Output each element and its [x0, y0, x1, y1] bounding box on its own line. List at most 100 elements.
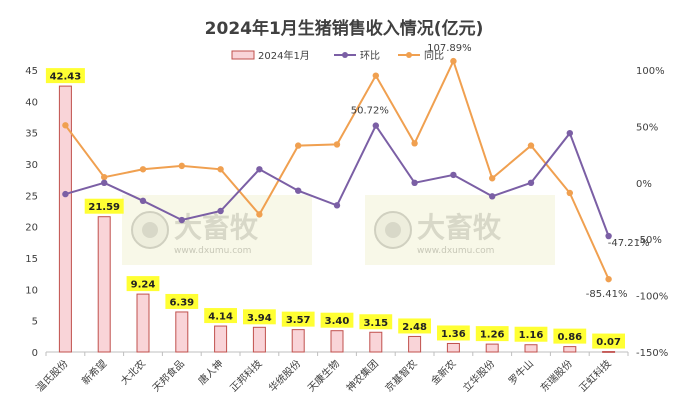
- point-mom: [295, 187, 302, 194]
- x-category-label: 立华股份: [460, 357, 497, 394]
- x-category-label: 金新农: [428, 357, 458, 387]
- bar-label-group: 1.36: [437, 325, 470, 341]
- bar-label: 4.14: [208, 312, 233, 323]
- bar: [485, 343, 499, 353]
- point-yoy: [217, 166, 224, 173]
- bar: [252, 326, 266, 353]
- series-lines: [62, 57, 612, 283]
- y-left-tick-label: 25: [25, 191, 38, 202]
- bar-label-group: 6.39: [165, 293, 199, 309]
- point-yoy: [489, 175, 496, 182]
- bar-label: 0.86: [557, 332, 582, 343]
- y-left-tick-label: 0: [32, 348, 38, 359]
- bar-label-bg: [45, 68, 85, 84]
- bar-label-bg: [320, 312, 354, 328]
- point-yoy: [62, 122, 69, 129]
- y-right-tick-label: 100%: [636, 66, 665, 77]
- data-labels: 42.43 21.59 9.24 6.39 4.14 3.94 3.57 3.40 3.15 2.…: [45, 43, 649, 349]
- y-right-tick-label: -100%: [636, 292, 668, 303]
- bar: [446, 342, 460, 353]
- point-mom: [256, 166, 263, 173]
- point-yoy: [527, 142, 535, 149]
- bar-label: 0.07: [596, 337, 621, 348]
- point-mom: [101, 179, 108, 186]
- point-yoy: [605, 275, 612, 283]
- legend-label-yoy: 同比: [424, 50, 444, 62]
- x-category-label: 正邦科技: [227, 357, 264, 394]
- bar: [58, 85, 72, 353]
- bar-label-group: 2.48: [398, 318, 431, 334]
- watermark-2: 大畜牧 www.dxumu.com: [365, 195, 555, 265]
- x-category-label: 天邦食品: [149, 357, 186, 394]
- bar: [136, 293, 150, 353]
- bar-label-bg: [84, 198, 124, 214]
- point-yoy: [566, 189, 573, 197]
- watermark-brand: 大畜牧: [417, 211, 502, 244]
- bar-label-group: 3.40: [320, 312, 354, 328]
- legend-marker-yoy: [406, 52, 412, 58]
- bar-label-bg: [126, 276, 160, 292]
- bar-label-bg: [243, 309, 276, 325]
- chart-title: 2024年1月生猪销售收入情况(亿元): [205, 18, 484, 39]
- bar-label-group: 0.86: [553, 328, 587, 344]
- bar-label: 42.43: [50, 72, 82, 83]
- point-yoy: [333, 141, 341, 148]
- bar: [408, 335, 422, 353]
- axes: 0 5 10 15 20 25 30 35 40 45 -150% -100% -50% 0% 50% 100…: [25, 66, 668, 394]
- point-mom: [566, 129, 573, 137]
- point-mom: [411, 179, 418, 186]
- bar-label-bg: [553, 328, 587, 344]
- point-mom: [62, 190, 69, 198]
- x-category-label: 新希望: [79, 357, 109, 387]
- y-left-tick-label: 15: [25, 254, 38, 265]
- x-category-label: 京基智农: [382, 357, 419, 394]
- x-category-label: 天康生物: [305, 357, 342, 394]
- y-left-tick-label: 20: [25, 223, 38, 234]
- x-category-label: 神农集团: [343, 357, 380, 394]
- bar-label-group: 21.59: [84, 198, 124, 214]
- point-mom: [217, 207, 224, 215]
- line-data-label: 50.72%: [351, 106, 389, 117]
- bar-label: 3.94: [247, 313, 272, 324]
- point-mom: [489, 193, 496, 200]
- line-data-label: 107.89%: [427, 43, 472, 54]
- watermark-brand: 大畜牧: [174, 211, 259, 244]
- bars: [58, 85, 616, 353]
- watermark-1: 大畜牧 www.dxumu.com: [122, 195, 312, 265]
- point-mom: [605, 232, 612, 240]
- point-mom: [139, 197, 147, 205]
- point-yoy: [101, 173, 108, 181]
- y-left-tick-label: 40: [25, 97, 38, 108]
- bar-label-bg: [165, 293, 199, 309]
- bar-label: 3.15: [363, 318, 388, 329]
- point-yoy: [450, 57, 457, 65]
- y-left-tick-label: 10: [25, 285, 38, 296]
- bar-label: 1.26: [480, 330, 505, 341]
- legend-label-mom: 环比: [360, 50, 380, 62]
- bar: [563, 346, 577, 353]
- bar: [291, 329, 305, 353]
- x-category-label: 东瑞股份: [537, 357, 574, 394]
- bar: [602, 351, 616, 353]
- bar-label-bg: [592, 333, 625, 349]
- bar-label: 3.40: [325, 316, 350, 327]
- bar-label-bg: [204, 308, 237, 324]
- y-left-tick-label: 30: [25, 160, 38, 171]
- bar-label-group: 4.14: [204, 308, 237, 324]
- point-yoy: [178, 162, 185, 170]
- bar-label: 9.24: [131, 280, 156, 291]
- legend: 2024年1月 环比 同比: [231, 49, 444, 62]
- bar-label-group: 3.15: [359, 314, 393, 330]
- point-mom: [527, 179, 535, 186]
- x-category-label: 温氏股份: [34, 358, 71, 395]
- y-left-tick-label: 5: [32, 317, 38, 328]
- bar-label: 1.36: [441, 329, 466, 340]
- watermark-url: www.dxumu.com: [174, 246, 251, 256]
- bar: [214, 325, 228, 353]
- bar-label-group: 1.16: [514, 326, 548, 342]
- bar-label-bg: [398, 318, 431, 334]
- bar: [175, 311, 189, 353]
- legend-swatch-bar: [231, 50, 255, 60]
